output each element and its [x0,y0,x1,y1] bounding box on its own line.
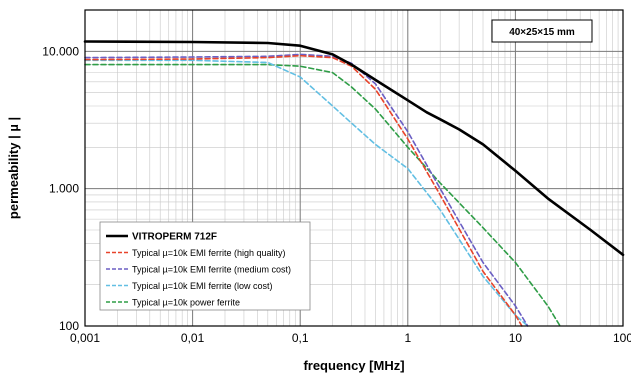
y-axis-label: permeability | µ | [6,117,21,219]
y-tick-labels: 100 1.000 10.000 [42,44,79,333]
series-line-4 [84,63,561,327]
series-line-0 [83,40,625,257]
x-tick-label: 0,01 [181,331,205,345]
annotation-box [491,19,593,43]
x-tick-label: 100 [613,331,631,345]
x-tick-label: 0,001 [70,331,100,345]
dimension-annotation: 40×25×15 mm [491,19,593,43]
legend: VITROPERM 712F Typical µ=10k EMI ferrite … [99,221,311,311]
x-tick-label: 1 [404,331,411,345]
x-tick-labels: 0,001 0,01 0,1 1 10 100 [70,331,631,345]
y-tick-label: 1.000 [49,182,79,196]
x-tick-label: 0,1 [292,331,309,345]
plot-frame [84,9,624,327]
series-line-1 [84,54,523,327]
y-tick-label: 10.000 [42,44,79,58]
series-line-3 [84,59,529,327]
legend-label-3: Typical µ=10k EMI ferrite (low cost) [132,281,272,291]
x-tick-label: 10 [509,331,523,345]
legend-label-2: Typical µ=10k EMI ferrite (medium cost) [132,265,291,275]
legend-label-4: Typical µ=10k power ferrite [132,298,240,308]
annotation-text: 40×25×15 mm [509,27,575,38]
series-lines [83,40,625,327]
plot-border [84,9,624,327]
legend-label-0: VITROPERM 712F [132,232,217,243]
x-axis-label: frequency [MHz] [303,358,404,373]
legend-box [99,221,311,311]
legend-label-1: Typical µ=10k EMI ferrite (high quality) [132,248,286,258]
y-tick-label: 100 [59,319,79,333]
